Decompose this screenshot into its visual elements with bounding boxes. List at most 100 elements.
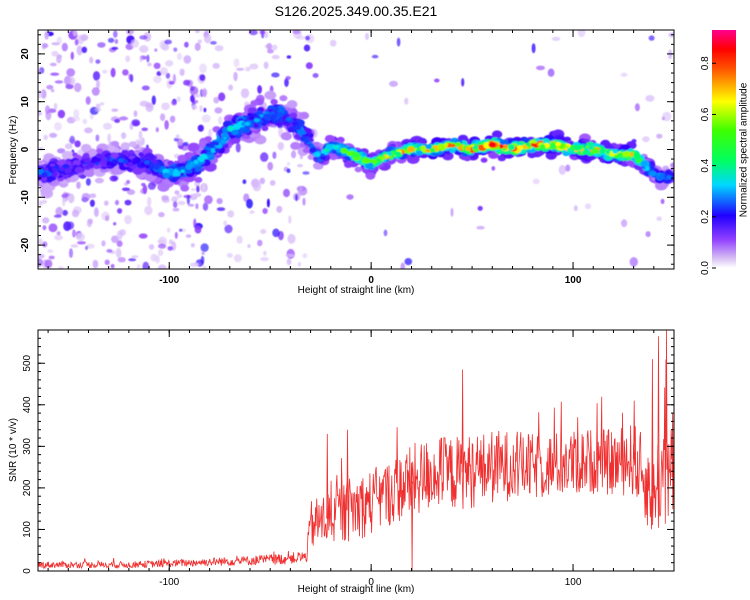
spectrogram-noise-blob — [80, 34, 89, 41]
spectrogram-ridge-blob — [64, 168, 72, 174]
spectrogram-noise-blob — [42, 43, 49, 49]
spectrogram-noise-blob — [259, 30, 266, 35]
spectrogram-noise-blob — [167, 246, 174, 251]
spectrogram-noise-blob — [151, 95, 156, 105]
spectrogram-ridge-blob — [272, 106, 280, 112]
spectrogram-noise-blob — [346, 194, 354, 200]
spectrogram-ridge-blob — [294, 124, 302, 130]
spectrogram-ridge-blob — [84, 158, 91, 164]
spectrogram-noise-blob — [165, 72, 171, 79]
spectrogram-noise-blob — [295, 194, 298, 202]
spectrogram-ridge-blob — [59, 167, 65, 171]
spectrogram-noise-blob — [141, 85, 150, 91]
y-tick-label: 400 — [22, 396, 33, 413]
spectrogram-noise-blob — [169, 115, 176, 123]
spectrogram-ridge-blob — [286, 100, 298, 109]
spectrogram-noise-blob — [176, 96, 181, 102]
spectrogram-ridge-blob — [527, 151, 537, 159]
spectrogram-noise-blob — [190, 94, 195, 103]
spectrogram-ridge-blob — [90, 157, 99, 164]
spectrogram-noise-blob — [267, 48, 274, 54]
spectrogram-ridge-blob — [326, 144, 333, 151]
spectrogram-ridge-blob — [354, 166, 362, 173]
spectrogram-noise-blob — [214, 45, 224, 52]
spectrogram-ridge-blob — [254, 118, 260, 123]
spectrogram-noise-blob — [69, 248, 73, 258]
spectrogram-ridge-blob — [365, 171, 376, 180]
spectrogram-noise-blob — [113, 30, 118, 38]
spectrogram-noise-blob — [202, 265, 207, 269]
spectrogram-ridge-blob — [261, 121, 267, 127]
spectrogram-noise-blob — [236, 67, 245, 71]
spectrogram-noise-blob — [115, 248, 122, 258]
spectrogram-noise-blob — [656, 216, 662, 221]
spectrogram-ridge-blob — [365, 162, 374, 169]
spectrogram-noise-blob — [44, 31, 49, 40]
x-tick-label: -100 — [159, 275, 179, 286]
spectrogram-ridge-blob — [645, 167, 650, 171]
spectrogram-noise-blob — [54, 234, 63, 241]
spectrogram-ridge-blob — [247, 107, 256, 114]
spectrogram-noise-blob — [199, 63, 207, 74]
spectrogram-noise-blob — [173, 201, 178, 208]
spectrogram-noise-blob — [95, 59, 101, 64]
spectrogram-noise-blob — [202, 202, 209, 211]
spectrogram-noise-blob — [144, 205, 153, 216]
spectrogram-noise-blob — [196, 185, 200, 193]
spectrogram-ridge-blob — [84, 165, 89, 169]
spectrogram-ridge-blob — [286, 116, 292, 121]
spectrogram-noise-blob — [91, 87, 100, 96]
spectrogram-ridge-blob — [622, 151, 631, 158]
spectrogram-ridge-blob — [77, 168, 82, 172]
spectrogram-noise-blob — [124, 215, 132, 225]
spectrogram-ridge-blob — [162, 168, 170, 175]
spectrogram-ridge-blob — [145, 165, 150, 169]
spectrogram-noise-blob — [61, 193, 69, 198]
spectrogram-ridge-blob — [253, 123, 260, 129]
spectrogram-noise-blob — [117, 257, 126, 263]
spectrogram-ridge-blob — [167, 160, 174, 166]
spectrogram-noise-blob — [266, 198, 270, 208]
spectrogram-ridge-blob — [303, 138, 311, 144]
spectrogram-noise-blob — [111, 235, 119, 243]
spectrogram-noise-blob — [195, 30, 200, 34]
spectrogram-ridge-blob — [270, 98, 278, 105]
spectrogram-noise-blob — [142, 184, 148, 195]
spectrogram-ridge-blob — [465, 146, 471, 151]
spectrogram-ridge-blob — [101, 156, 107, 161]
spectrogram-ridge-blob — [120, 142, 131, 150]
spectrogram-noise-blob — [155, 255, 160, 264]
spectrogram-noise-blob — [629, 257, 638, 267]
spectrogram-noise-blob — [138, 130, 143, 140]
spectrogram-ridge-blob — [128, 149, 135, 155]
spectrogram-noise-blob — [147, 62, 152, 67]
spectrogram-noise-blob — [284, 78, 289, 87]
colorbar-tick-label: 0.4 — [700, 158, 711, 172]
spectrogram-noise-blob — [404, 97, 409, 105]
spectrogram-noise-blob — [434, 78, 440, 83]
spectrogram-noise-blob — [173, 47, 178, 52]
spectrogram-noise-blob — [190, 86, 195, 92]
spectrogram-noise-blob — [158, 264, 167, 269]
spectrogram-noise-blob — [216, 207, 226, 212]
spectrogram-noise-blob — [69, 135, 75, 145]
spectrogram-noise-blob — [71, 209, 80, 218]
spectrogram-noise-blob — [114, 118, 121, 123]
spectrogram-ridge-blob — [276, 111, 284, 118]
spectrogram-ridge-blob — [564, 145, 570, 149]
spectrogram-noise-blob — [82, 118, 88, 125]
spectrogram-noise-blob — [620, 72, 628, 77]
spectrogram-ridge-blob — [107, 145, 116, 152]
spectrogram-noise-blob — [208, 128, 213, 139]
spectrogram-ridge-blob — [127, 162, 133, 167]
spectrogram-noise-blob — [122, 69, 129, 76]
y-tick-label: 0 — [20, 146, 31, 152]
spectrogram-ridge-blob — [207, 151, 212, 155]
spectrogram-noise-blob — [49, 132, 58, 138]
spectrogram-ridge-blob — [488, 141, 497, 148]
colorbar-tick-label: 0.0 — [700, 261, 711, 275]
spectrogram-noise-blob — [128, 258, 137, 262]
spectrogram-ridge-blob — [117, 161, 124, 166]
spectrogram-ridge-blob — [612, 149, 619, 154]
spectrogram-ridge-blob — [666, 175, 672, 180]
